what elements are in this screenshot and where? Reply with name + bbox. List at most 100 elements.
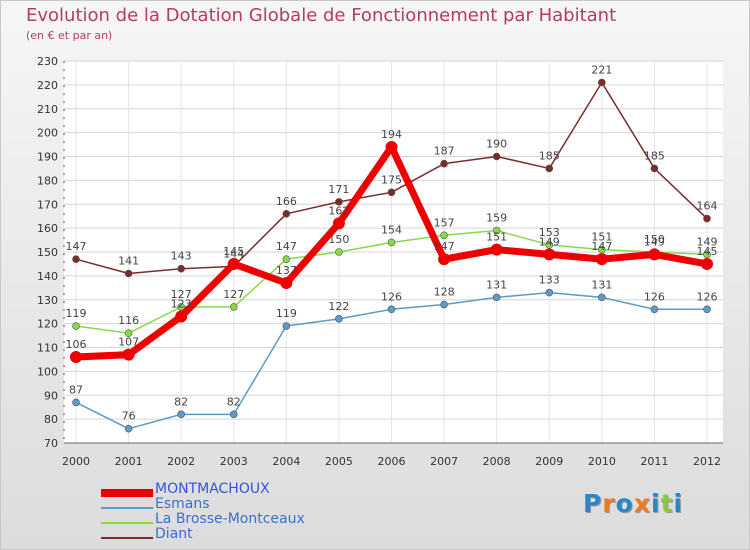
data-label: 150 bbox=[328, 233, 349, 246]
data-label: 128 bbox=[434, 286, 455, 299]
data-label: 147 bbox=[66, 240, 87, 253]
data-label: 122 bbox=[328, 300, 349, 313]
data-point bbox=[492, 152, 501, 161]
data-point bbox=[124, 424, 133, 433]
data-point bbox=[282, 255, 291, 263]
y-tick-label: 100 bbox=[37, 365, 58, 378]
data-label: 126 bbox=[644, 290, 665, 303]
data-point bbox=[175, 310, 188, 323]
data-point bbox=[648, 248, 661, 261]
data-point bbox=[72, 255, 80, 263]
x-tick-label: 2005 bbox=[325, 455, 353, 468]
data-point bbox=[335, 315, 343, 323]
chart-subtitle: (en € et par an) bbox=[26, 29, 113, 42]
data-point bbox=[335, 198, 343, 206]
data-label: 149 bbox=[539, 235, 560, 248]
data-point bbox=[385, 140, 398, 153]
data-point bbox=[387, 305, 396, 314]
data-label: 123 bbox=[171, 297, 192, 310]
data-point bbox=[282, 322, 291, 330]
x-tick-label: 2012 bbox=[693, 455, 721, 468]
x-tick-label: 2006 bbox=[378, 455, 406, 468]
data-label: 175 bbox=[381, 173, 402, 186]
legend-swatch bbox=[101, 522, 153, 524]
data-point bbox=[122, 348, 135, 361]
data-label: 194 bbox=[381, 128, 402, 141]
data-point bbox=[545, 164, 554, 173]
data-point bbox=[598, 245, 606, 254]
y-tick-label: 90 bbox=[44, 389, 58, 402]
x-tick-label: 2002 bbox=[167, 455, 195, 468]
data-label: 131 bbox=[486, 278, 507, 291]
data-label: 187 bbox=[434, 145, 455, 158]
data-point bbox=[440, 231, 448, 240]
data-label: 185 bbox=[539, 149, 560, 162]
data-label: 221 bbox=[591, 63, 612, 76]
data-label: 127 bbox=[223, 288, 244, 301]
data-label: 82 bbox=[174, 395, 188, 408]
y-tick-label: 160 bbox=[37, 222, 58, 235]
data-label: 151 bbox=[486, 231, 507, 244]
data-label: 116 bbox=[118, 314, 139, 327]
data-label: 119 bbox=[66, 307, 87, 320]
y-tick-label: 220 bbox=[37, 79, 58, 92]
x-tick-label: 2004 bbox=[272, 455, 300, 468]
data-label: 106 bbox=[66, 338, 87, 351]
y-tick-label: 210 bbox=[37, 103, 58, 116]
data-point bbox=[545, 241, 554, 249]
data-label: 143 bbox=[171, 250, 192, 263]
y-tick-label: 80 bbox=[44, 413, 58, 426]
data-point bbox=[229, 410, 238, 419]
legend-label: La Brosse-Montceaux bbox=[155, 511, 305, 527]
data-point bbox=[545, 288, 554, 297]
data-label: 145 bbox=[697, 245, 718, 258]
data-label: 126 bbox=[697, 290, 718, 303]
data-point bbox=[492, 293, 501, 302]
data-label: 154 bbox=[381, 223, 402, 236]
data-label: 147 bbox=[591, 240, 612, 253]
x-tick-label: 2010 bbox=[588, 455, 616, 468]
data-point bbox=[280, 277, 293, 290]
data-point bbox=[227, 257, 240, 270]
data-label: 164 bbox=[697, 200, 718, 213]
data-point bbox=[177, 303, 185, 311]
data-point bbox=[332, 217, 345, 230]
data-label: 87 bbox=[69, 383, 83, 396]
logo-letter: r bbox=[602, 489, 616, 518]
y-tick-label: 140 bbox=[37, 270, 58, 283]
proxiti-logo: Proxiti bbox=[583, 489, 683, 518]
data-point bbox=[703, 214, 711, 223]
y-tick-label: 170 bbox=[37, 198, 58, 211]
data-label: 145 bbox=[223, 245, 244, 258]
data-point bbox=[598, 78, 606, 87]
legend-label: Esmans bbox=[155, 496, 210, 512]
data-label: 147 bbox=[276, 240, 297, 253]
data-point bbox=[492, 226, 501, 235]
data-label: 157 bbox=[434, 216, 455, 229]
data-point bbox=[177, 410, 185, 419]
y-tick-label: 150 bbox=[37, 246, 58, 259]
legend-label: Diant bbox=[155, 526, 193, 542]
chart-title: Evolution de la Dotation Globale de Fonc… bbox=[26, 5, 617, 26]
data-point bbox=[701, 257, 713, 270]
x-tick-label: 2011 bbox=[640, 455, 668, 468]
y-tick-label: 180 bbox=[37, 174, 58, 187]
legend-swatch bbox=[101, 489, 153, 497]
data-label: 107 bbox=[118, 336, 139, 349]
data-label: 82 bbox=[227, 395, 241, 408]
data-label: 185 bbox=[644, 149, 665, 162]
y-tick-label: 120 bbox=[37, 318, 58, 331]
data-point bbox=[650, 164, 659, 173]
data-point bbox=[70, 351, 82, 364]
data-point bbox=[335, 248, 343, 256]
data-label: 137 bbox=[276, 264, 297, 277]
x-tick-label: 2008 bbox=[483, 455, 511, 468]
data-point bbox=[598, 293, 606, 302]
data-label: 150 bbox=[644, 233, 665, 246]
data-point bbox=[124, 329, 133, 337]
data-label: 76 bbox=[122, 410, 136, 423]
legend-swatch bbox=[101, 537, 153, 539]
data-label: 151 bbox=[591, 231, 612, 244]
data-point bbox=[387, 238, 396, 247]
